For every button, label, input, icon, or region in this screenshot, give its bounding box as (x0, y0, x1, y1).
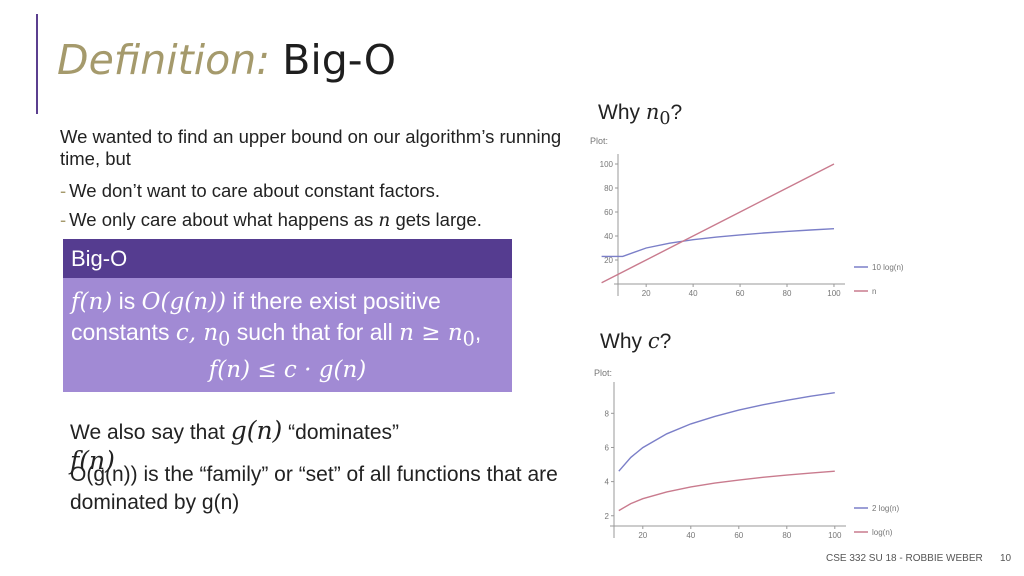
x-tick-label: 40 (689, 289, 698, 298)
y-tick-label: 60 (604, 208, 613, 217)
plot-n0: Plot: 20 40 60 80 100 20 40 60 80 100 10 log(n) n (590, 136, 904, 298)
title-italic: Definition: (57, 36, 271, 84)
title-main: Big-O (282, 36, 397, 84)
legend-label: log(n) (872, 528, 893, 537)
dominates-f: f(n) (70, 446, 115, 475)
y-tick-label: 20 (604, 256, 613, 265)
x-tick-label: 100 (827, 289, 841, 298)
series-line (601, 228, 835, 258)
def-sub2: 0 (462, 327, 475, 351)
bullet-dash: - (60, 209, 67, 230)
x-tick-label: 20 (642, 289, 651, 298)
footer-course: CSE 332 SU 18 - ROBBIE WEBER (826, 553, 983, 564)
why-n0-math: n (645, 100, 660, 124)
def-rest: if there exist positive (225, 288, 441, 314)
why-c-label: Why c? (600, 329, 671, 354)
legend-label: n (872, 287, 876, 296)
def-end: , (474, 319, 482, 345)
slide-title: Definition: Big-O (57, 30, 396, 90)
x-tick-label: 100 (828, 531, 842, 540)
y-tick-label: 6 (605, 443, 610, 452)
y-tick-label: 4 (605, 478, 610, 487)
def-c-n: c, n (175, 320, 219, 346)
why-c-text: Why (600, 330, 648, 353)
y-tick-label: 40 (604, 232, 613, 241)
why-n0-text: Why (598, 101, 646, 124)
def-cond: n ≥ n (399, 320, 463, 346)
x-tick-label: 80 (783, 289, 792, 298)
legend-label: 10 log(n) (872, 263, 904, 272)
definition-box-body: f(n) is O(g(n)) if there exist positive … (63, 278, 512, 392)
accent-bar (36, 14, 38, 114)
definition-box-header: Big-O (63, 239, 512, 278)
also-before: We also say that (70, 421, 231, 444)
bullet-dash: - (60, 180, 67, 201)
bullet-text: We don’t want to care about constant fac… (69, 180, 441, 201)
y-tick-label: 80 (604, 184, 613, 193)
why-n0-label: Why n0? (598, 100, 682, 129)
legend-label: 2 log(n) (872, 504, 899, 513)
y-tick-label: 100 (600, 160, 614, 169)
page-number: 10 (1000, 553, 1012, 564)
x-tick-label: 20 (638, 531, 647, 540)
def-f: f(n) (71, 289, 113, 315)
series-line (601, 163, 835, 284)
definition-line-3: f(n) ≤ c · g(n) (208, 356, 367, 383)
series-line (618, 392, 835, 472)
y-tick-label: 8 (605, 409, 610, 418)
y-tick-label: 2 (605, 512, 610, 521)
why-c-end: ? (659, 330, 672, 353)
bullet-list: - We don’t want to care about constant fa… (60, 176, 482, 235)
why-n0-sub: 0 (659, 109, 671, 130)
bullet-item: - We only care about what happens as n ge… (60, 205, 482, 235)
also-after: “dominates” (282, 421, 400, 444)
intro-text: We wanted to find an upper bound on our … (60, 126, 562, 169)
also-g: g(n) (230, 416, 283, 445)
chart-title: Plot: (590, 136, 608, 146)
x-tick-label: 40 (686, 531, 695, 540)
why-c-math: c (647, 329, 660, 353)
def-sub: 0 (218, 327, 231, 351)
why-n0-end: ? (670, 101, 683, 124)
family-text: O(g(n)) is the “family” or “set” of all … (70, 463, 558, 514)
def-O: O(g(n)) (141, 289, 226, 315)
x-tick-label: 60 (734, 531, 743, 540)
chart-title: Plot: (594, 368, 612, 378)
x-tick-label: 60 (736, 289, 745, 298)
x-tick-label: 80 (782, 531, 791, 540)
bullet-item: - We don’t want to care about constant fa… (60, 176, 482, 205)
def-is: is (112, 288, 142, 314)
def-mid: such that for all (230, 319, 400, 345)
series-line (618, 470, 835, 512)
definition-line-2: constants c, n0 such that for all n ≥ n0… (71, 317, 504, 355)
def-constants: constants (71, 319, 176, 345)
dominates-text: We also say that g(n) “dominates” (70, 416, 399, 448)
bullet-math: n (378, 210, 391, 231)
definition-line-1: f(n) is O(g(n)) if there exist positive (71, 286, 504, 317)
bullet-text: We only care about what happens as (69, 209, 379, 230)
bullet-text-end: gets large. (390, 209, 482, 230)
plot-c: Plot: 2 4 6 8 20 40 60 80 100 2 log(n) log(n) (594, 368, 899, 540)
